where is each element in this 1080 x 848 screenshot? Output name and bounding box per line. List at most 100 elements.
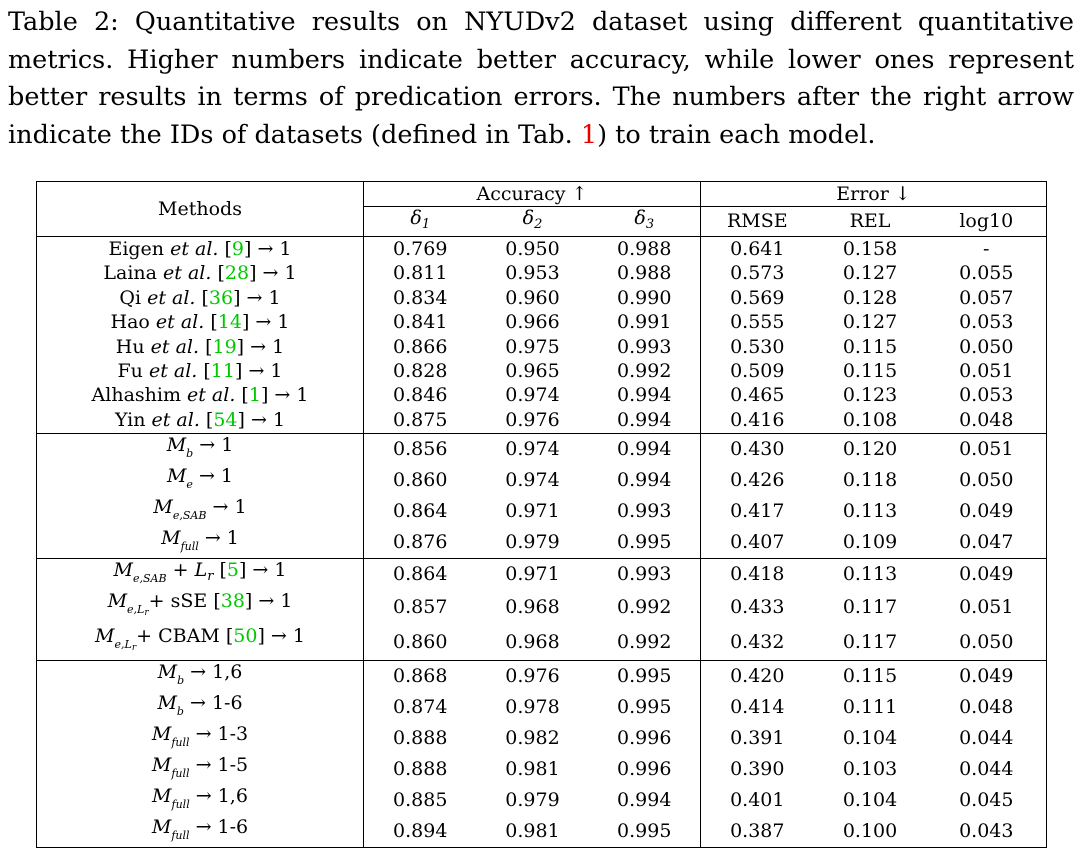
value-cell: 0.049	[926, 495, 1048, 527]
citation-link[interactable]: 5	[226, 558, 239, 581]
table-row: Yin et al. [54] → 1 0.875 0.976 0.994 0.416 0…	[36, 408, 1048, 434]
value-cell: 0.993	[588, 334, 702, 360]
value-cell: 0.995	[588, 815, 702, 848]
value-cell: 0.043	[926, 815, 1048, 848]
value-cell: 0.968	[505, 630, 560, 653]
citation-link[interactable]: 28	[224, 262, 250, 285]
method-cell: Alhashim et al. [1] → 1	[36, 383, 364, 409]
value-cell: 0.057	[926, 286, 1048, 311]
rel-header: REL	[813, 206, 927, 238]
value-cell: 0.120	[813, 432, 927, 465]
method-cell: Mfull → 1-6	[36, 815, 364, 848]
value-cell: 0.888	[393, 726, 448, 749]
table-row: Me,Lr+ sSE [38] → 1 0.857 0.968 0.992 0.433 0…	[36, 589, 1048, 625]
value-cell: 0.391	[730, 726, 785, 749]
value-cell: 0.975	[505, 335, 560, 358]
value-cell: 0.841	[393, 311, 448, 334]
value-cell: 0.994	[588, 432, 702, 465]
value-cell: 0.050	[926, 624, 1048, 661]
table-row: Hao et al. [14] → 1 0.841 0.966 0.991 0.555 0…	[36, 310, 1048, 335]
citation-link[interactable]: 36	[208, 286, 234, 309]
table-row: Mfull → 1,6 0.885 0.979 0.994 0.401 0.104 0.04…	[36, 784, 1048, 816]
value-cell: 0.769	[393, 238, 448, 261]
value-cell: 0.048	[926, 691, 1048, 723]
value-cell: 0.109	[842, 530, 898, 553]
citation-link[interactable]: 1	[248, 384, 261, 407]
citation-link[interactable]: 19	[212, 335, 237, 358]
table-row: Mb → 1-6 0.874 0.978 0.995 0.414 0.111 0.048	[36, 691, 1048, 723]
value-cell: 0.974	[505, 384, 560, 407]
value-cell: 0.950	[505, 238, 560, 261]
value-cell: 0.053	[926, 310, 1048, 335]
value-cell: 0.044	[926, 722, 1048, 754]
table-row: Mb → 1 0.856 0.974 0.994 0.430 0.120 0.051	[36, 432, 1048, 465]
value-cell: 0.981	[476, 815, 589, 848]
value-cell: 0.050	[926, 334, 1048, 360]
value-cell: 0.995	[588, 526, 702, 559]
value-cell: 0.974	[476, 432, 589, 465]
citation-link[interactable]: 11	[210, 360, 235, 383]
value-cell: 0.860	[393, 468, 448, 491]
value-cell: 0.104	[842, 726, 898, 749]
value-cell: 0.885	[393, 788, 448, 811]
value-cell: 0.874	[393, 695, 448, 718]
value-cell: 0.401	[730, 788, 785, 811]
value-cell: 0.430	[700, 432, 814, 465]
value-cell: 0.994	[588, 784, 702, 816]
value-cell: 0.117	[842, 630, 898, 653]
model-symbol: M	[151, 722, 172, 745]
citation-link[interactable]: 54	[213, 408, 238, 431]
citation-link[interactable]: 9	[231, 238, 245, 261]
value-cell: 0.968	[505, 595, 560, 618]
method-cell: Mfull → 1	[36, 526, 364, 559]
table-row: Alhashim et al. [1] → 1 0.846 0.974 0.994 0.…	[36, 383, 1048, 409]
method-cell: Fu et al. [11] → 1	[36, 359, 364, 384]
value-cell: 0.971	[505, 499, 560, 522]
value-cell: 0.113	[813, 557, 927, 590]
value-cell: 0.991	[588, 310, 702, 335]
value-cell: 0.953	[505, 262, 560, 285]
value-cell: 0.834	[393, 286, 448, 309]
value-cell: 0.876	[393, 530, 448, 553]
model-symbol: M	[166, 464, 187, 487]
method-cell: Mb → 1	[36, 432, 364, 465]
method-cell: Me,SAB + Lr [5] → 1	[36, 557, 364, 590]
method-cell: Me,SAB → 1	[36, 495, 364, 527]
value-cell: 0.981	[505, 757, 560, 780]
value-cell: 0.048	[926, 408, 1048, 434]
citation-link[interactable]: 38	[220, 589, 245, 612]
table-row: Laina et al. [28] → 1 0.811 0.953 0.988 0.57…	[36, 261, 1048, 287]
citation-link[interactable]: 14	[217, 311, 242, 334]
value-cell: 0.049	[926, 557, 1048, 590]
value-cell: 0.864	[393, 499, 448, 522]
table-reference-link[interactable]: 1	[580, 119, 598, 150]
value-cell: 0.994	[588, 408, 702, 434]
value-cell: 0.055	[926, 261, 1048, 287]
value-cell: 0.994	[588, 464, 702, 496]
method-cell: Me,Lr+ sSE [38] → 1	[36, 589, 364, 625]
value-cell: 0.978	[505, 695, 560, 718]
method-cell: Mfull → 1,6	[36, 784, 364, 816]
value-cell: 0.875	[393, 408, 448, 431]
table-row: Hu et al. [19] → 1 0.866 0.975 0.993 0.530 0.…	[36, 334, 1048, 360]
citation-link[interactable]: 50	[233, 624, 258, 647]
value-cell: 0.992	[588, 359, 702, 384]
value-cell: 0.127	[842, 311, 898, 334]
method-cell: Mb → 1,6	[36, 659, 364, 692]
value-cell: 0.465	[730, 384, 785, 407]
rmse-header: RMSE	[700, 206, 814, 238]
value-cell: 0.117	[842, 595, 898, 618]
value-cell: 0.530	[730, 335, 785, 358]
value-cell: 0.158	[842, 238, 898, 261]
value-cell: 0.115	[842, 335, 898, 358]
delta2-header: δ2	[476, 206, 589, 238]
value-cell: 0.414	[730, 695, 785, 718]
value-cell: 0.053	[926, 383, 1048, 409]
method-cell: Mfull → 1-3	[36, 722, 364, 754]
results-table: Methods Accuracy ↑ Error ↓ δ1 δ2 δ3 RMSE…	[36, 180, 1048, 848]
value-cell: 0.390	[730, 757, 785, 780]
value-cell: 0.100	[813, 815, 927, 848]
value-cell: 0.979	[505, 530, 560, 553]
value-cell: 0.866	[393, 335, 448, 358]
value-cell: 0.966	[505, 311, 560, 334]
